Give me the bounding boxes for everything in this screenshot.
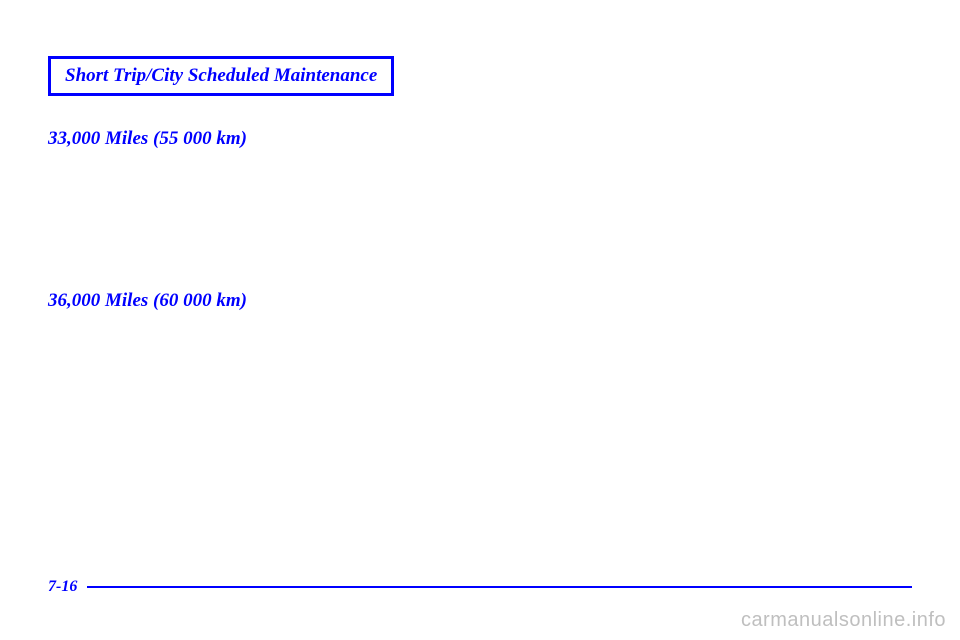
page-footer: 7-16 (48, 578, 912, 596)
section-header-title: Short Trip/City Scheduled Maintenance (65, 65, 377, 86)
manual-page: Short Trip/City Scheduled Maintenance 33… (0, 0, 960, 312)
page-number: 7-16 (48, 578, 77, 596)
milestone-heading-33k: 33,000 Miles (55 000 km) (48, 128, 912, 150)
watermark-text: carmanualsonline.info (741, 609, 946, 632)
milestone-heading-36k: 36,000 Miles (60 000 km) (48, 290, 912, 312)
section-header-box: Short Trip/City Scheduled Maintenance (48, 56, 394, 96)
footer-rule (87, 586, 912, 588)
